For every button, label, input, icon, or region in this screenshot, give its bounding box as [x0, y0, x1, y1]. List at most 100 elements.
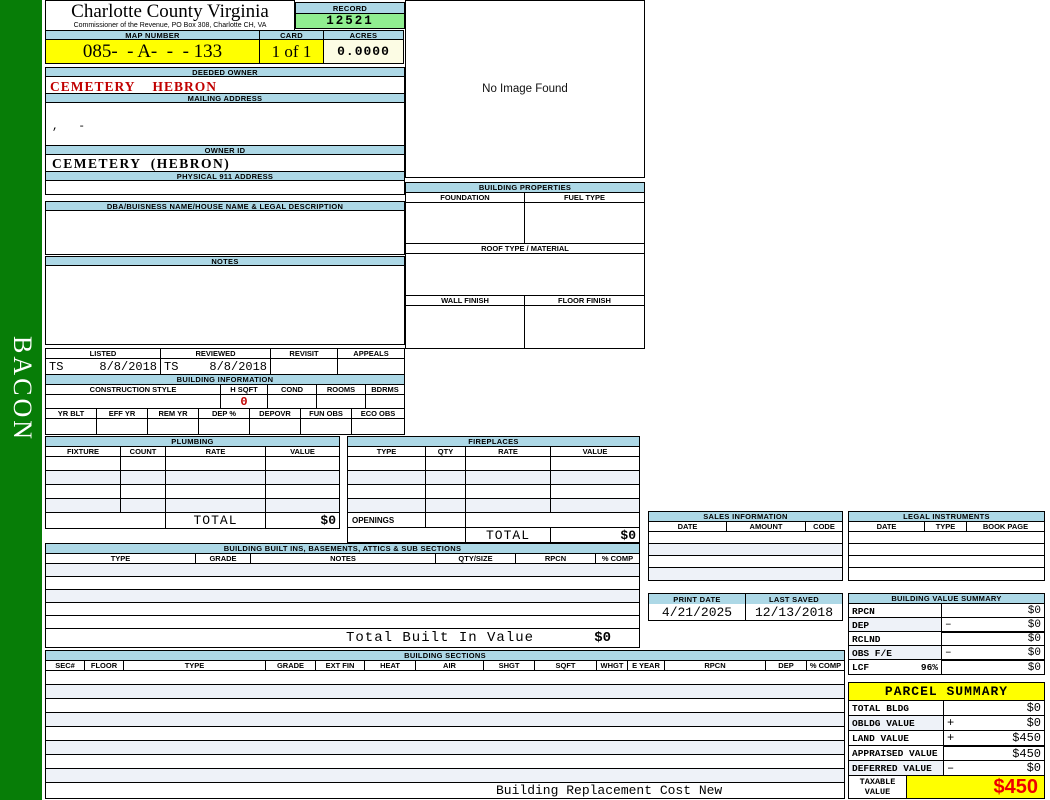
fireplaces-title: FIREPLACES: [348, 437, 639, 447]
foundation-fuel-area[interactable]: [406, 203, 644, 244]
reviewed-date: 8/8/2018: [209, 359, 267, 374]
fireplaces-table: FIREPLACES TYPE QTY RATE VALUE OPENINGS …: [347, 436, 640, 543]
row-value: $450: [1012, 731, 1041, 745]
eco-obs-value[interactable]: [352, 419, 404, 434]
record-box: RECORD 12521: [295, 2, 405, 29]
rem-yr-value[interactable]: [148, 419, 199, 434]
col-roof-type: ROOF TYPE / MATERIAL: [481, 244, 569, 253]
row-label: TOTAL BLDG VALUE: [852, 703, 910, 725]
district-label: BACON: [8, 336, 37, 443]
listed-date: 8/8/2018: [99, 359, 157, 374]
parcel-row: TOTAL BLDG VALUE $0: [849, 701, 1044, 725]
acres-value[interactable]: 0.0000: [323, 39, 404, 64]
col-pct-comp: % COMP: [809, 661, 842, 670]
parcel-row: LAND VALUE + $450: [849, 731, 1044, 746]
built-ins-total-row: Total Built In Value $0: [46, 629, 639, 647]
empty-row: [46, 577, 639, 590]
parcel-row: APPRAISED VALUE $450: [849, 745, 1044, 761]
card-value[interactable]: 1 of 1: [259, 39, 324, 64]
fireplaces-total-label: TOTAL: [466, 528, 551, 543]
fireplaces-total-value: $0: [620, 527, 636, 543]
image-panel[interactable]: No Image Found: [405, 0, 645, 178]
appeals-value[interactable]: [338, 359, 404, 374]
h-sqft-value[interactable]: 0: [221, 395, 268, 409]
last-saved-label: LAST SAVED: [746, 594, 842, 604]
physical-address-field[interactable]: [45, 180, 405, 195]
building-sections-table: BUILDING SECTIONS SEC# FLOOR TYPE GRADE …: [45, 650, 845, 799]
row-op: +: [947, 731, 955, 745]
row-label: DEFERRED VALUE: [852, 763, 932, 774]
row-value: $0: [1026, 716, 1041, 730]
yr-blt-value[interactable]: [46, 419, 97, 434]
empty-row: [348, 471, 639, 485]
plumbing-total-value: $0: [320, 513, 336, 528]
deeded-owner-value[interactable]: CEMETERY HEBRON: [45, 76, 405, 94]
empty-row: [46, 685, 844, 699]
openings-value[interactable]: [426, 513, 466, 527]
map-value-row: 085- - A- - - 133 1 of 1 0.0000: [45, 39, 405, 64]
dep-pct-value[interactable]: [199, 419, 250, 434]
bdrms-value[interactable]: [366, 395, 404, 408]
county-title-box: Charlotte County Virginia Commissioner o…: [45, 0, 295, 31]
rooms-value[interactable]: [317, 395, 366, 408]
row-value: $0: [1027, 604, 1041, 617]
col-rate: RATE: [166, 447, 266, 456]
col-grade: GRADE: [196, 554, 251, 563]
construction-style-value[interactable]: [46, 395, 221, 408]
col-shgt: SHGT: [484, 661, 535, 670]
col-wall-finish: WALL FINISH: [406, 296, 525, 305]
eff-yr-value[interactable]: [97, 419, 148, 434]
col-pct-comp: % COMP: [601, 554, 634, 563]
revisit-value[interactable]: [271, 359, 338, 374]
wall-floor-area[interactable]: [406, 306, 644, 348]
reviewed-value[interactable]: TS 8/8/2018: [161, 359, 271, 374]
col-cond: COND: [268, 385, 317, 394]
col-eff-yr: EFF YR: [97, 409, 148, 418]
col-date: DATE: [849, 522, 925, 531]
row-op: –: [945, 618, 952, 631]
commissioner-line: Commissioner of the Revenue, PO Box 308,…: [73, 22, 267, 29]
col-fun-obs: FUN OBS: [301, 409, 352, 418]
mailing-address-field[interactable]: , -: [45, 102, 405, 146]
col-heat: HEAT: [365, 661, 416, 670]
listed-by: TS: [49, 359, 64, 374]
map-number-value[interactable]: 085- - A- - - 133: [45, 39, 260, 64]
col-ext-fin: EXT FIN: [316, 661, 365, 670]
owner-id-value[interactable]: CEMETERY (HEBRON): [45, 154, 405, 172]
parcel-summary: PARCEL SUMMARY TOTAL BLDG VALUE $0 OBLDG…: [848, 682, 1045, 799]
summary-row: DEP – $0: [849, 618, 1044, 632]
col-eco-obs: ECO OBS: [360, 409, 396, 418]
col-qty-size: QTY/SIZE: [436, 554, 516, 563]
parcel-summary-title: PARCEL SUMMARY: [849, 683, 1044, 701]
col-floor-finish: FLOOR FINISH: [558, 296, 611, 305]
record-value[interactable]: 12521: [295, 13, 405, 29]
listed-value[interactable]: TS 8/8/2018: [46, 359, 161, 374]
empty-row: [649, 568, 842, 580]
col-construction-style: CONSTRUCTION STYLE: [46, 385, 221, 394]
col-whgt: WHGT: [597, 661, 628, 670]
col-h-sqft: H SQFT: [221, 385, 268, 394]
row-label: LCF: [852, 662, 870, 673]
dba-field[interactable]: [45, 210, 405, 255]
col-rate: RATE: [466, 447, 551, 456]
no-image-message: No Image Found: [482, 83, 568, 95]
depovr-value[interactable]: [250, 419, 301, 434]
taxable-value: $450: [907, 776, 1044, 798]
empty-row: [46, 713, 844, 727]
col-code: CODE: [813, 522, 835, 531]
dates-table: PRINT DATE LAST SAVED 4/21/2025 12/13/20…: [648, 593, 843, 621]
cond-value[interactable]: [268, 395, 317, 408]
fun-obs-value[interactable]: [301, 419, 352, 434]
summary-row: OBS F/E – $0: [849, 646, 1044, 660]
row-value: $0: [1026, 701, 1041, 715]
fireplaces-total-row: TOTAL $0: [348, 527, 639, 543]
roof-area[interactable]: [406, 254, 644, 296]
summary-row: RPCN $0: [849, 604, 1044, 618]
row-value: $0: [1026, 761, 1041, 775]
col-rpcn: RPCN: [516, 554, 596, 563]
col-rooms: ROOMS: [317, 385, 366, 394]
notes-field[interactable]: [45, 265, 405, 345]
building-info-title: BUILDING INFORMATION: [46, 375, 404, 385]
legal-title: LEGAL INSTRUMENTS: [849, 512, 1044, 522]
col-bdrms: BDRMS: [371, 385, 399, 394]
